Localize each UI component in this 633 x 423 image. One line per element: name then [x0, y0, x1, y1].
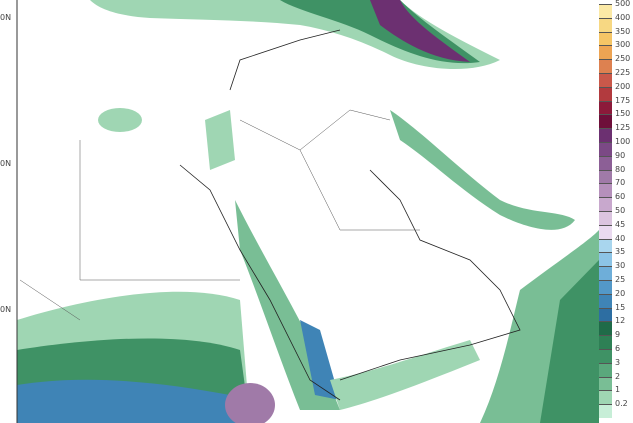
legend-swatch	[599, 100, 612, 115]
legend-label: 2	[615, 371, 621, 381]
legend-label: 6	[615, 344, 621, 353]
legend-label: 125	[615, 123, 631, 133]
map-canvas	[16, 0, 599, 423]
legend-label: 350	[615, 26, 631, 36]
legend-label: 500	[615, 0, 631, 8]
legend-swatch	[599, 224, 612, 239]
legend-swatch	[599, 404, 612, 418]
legend-label: 175	[615, 95, 631, 105]
legend-label: 250	[615, 54, 631, 64]
legend-swatch	[599, 86, 612, 101]
legend-swatch	[599, 390, 612, 405]
legend-label: 20	[615, 288, 626, 298]
legend-label: 0.2	[615, 399, 628, 409]
legend-label: 1	[615, 385, 621, 395]
legend-swatch	[599, 307, 612, 322]
legend-swatch	[599, 114, 612, 129]
legend-label: 25	[615, 275, 626, 284]
legend-colorbar	[599, 0, 612, 423]
legend-label: 400	[615, 12, 631, 22]
legend-swatch	[599, 293, 612, 308]
legend-swatch	[599, 155, 612, 170]
legend-swatch	[599, 142, 612, 156]
legend-swatch	[599, 376, 612, 391]
legend-swatch	[599, 349, 612, 363]
legend-label: 9	[615, 330, 621, 340]
legend-swatch	[599, 45, 612, 60]
precip-med	[98, 108, 142, 132]
legend-label: 60	[615, 192, 626, 202]
legend-swatch	[599, 321, 612, 336]
legend-swatch	[599, 266, 612, 280]
legend-swatch	[599, 252, 612, 267]
legend-swatch	[599, 238, 612, 253]
lat-label: 0N	[0, 305, 12, 314]
legend-label: 30	[615, 261, 626, 271]
legend-swatch	[599, 128, 612, 142]
legend-label: 3	[615, 357, 621, 367]
legend-swatch	[599, 183, 612, 198]
legend-swatch	[599, 17, 612, 32]
legend-label: 15	[615, 302, 626, 312]
precip-fields	[17, 0, 599, 423]
legend-swatch	[599, 362, 612, 377]
legend-swatch	[599, 31, 612, 46]
legend-label: 225	[615, 68, 631, 77]
precip-sahel-3	[17, 379, 240, 423]
precip-yemen	[330, 340, 480, 410]
coastline	[179, 29, 521, 401]
precip-levant	[205, 110, 235, 170]
precip-east-africa-2	[540, 260, 599, 423]
legend-label: 100	[615, 137, 631, 146]
legend-label: 12	[615, 316, 626, 326]
legend-label: 35	[615, 247, 626, 257]
legend-swatch	[599, 197, 612, 211]
legend-label: 50	[615, 206, 626, 215]
lat-label: 0N	[0, 13, 12, 22]
legend-swatch	[599, 59, 612, 73]
legend-label: 200	[615, 81, 631, 91]
legend-label: 40	[615, 233, 626, 243]
legend-label: 80	[615, 164, 626, 174]
borders	[16, 0, 521, 423]
legend-label: 70	[615, 178, 626, 188]
legend-swatch	[599, 4, 612, 18]
precip-ethiopia	[225, 383, 275, 423]
legend-swatch	[599, 211, 612, 225]
legend-swatch	[599, 73, 612, 87]
legend-swatch	[599, 335, 612, 349]
precip-zagros	[390, 110, 575, 230]
border-lines	[19, 109, 420, 321]
legend-label: 150	[615, 109, 631, 119]
lat-label: 0N	[0, 159, 12, 168]
legend-label: 90	[615, 150, 626, 160]
legend-swatch	[599, 280, 612, 294]
legend-label: 300	[615, 40, 631, 50]
precip-caucasus-core	[370, 0, 470, 62]
legend-swatch	[599, 169, 612, 184]
legend-label: 45	[615, 219, 626, 229]
